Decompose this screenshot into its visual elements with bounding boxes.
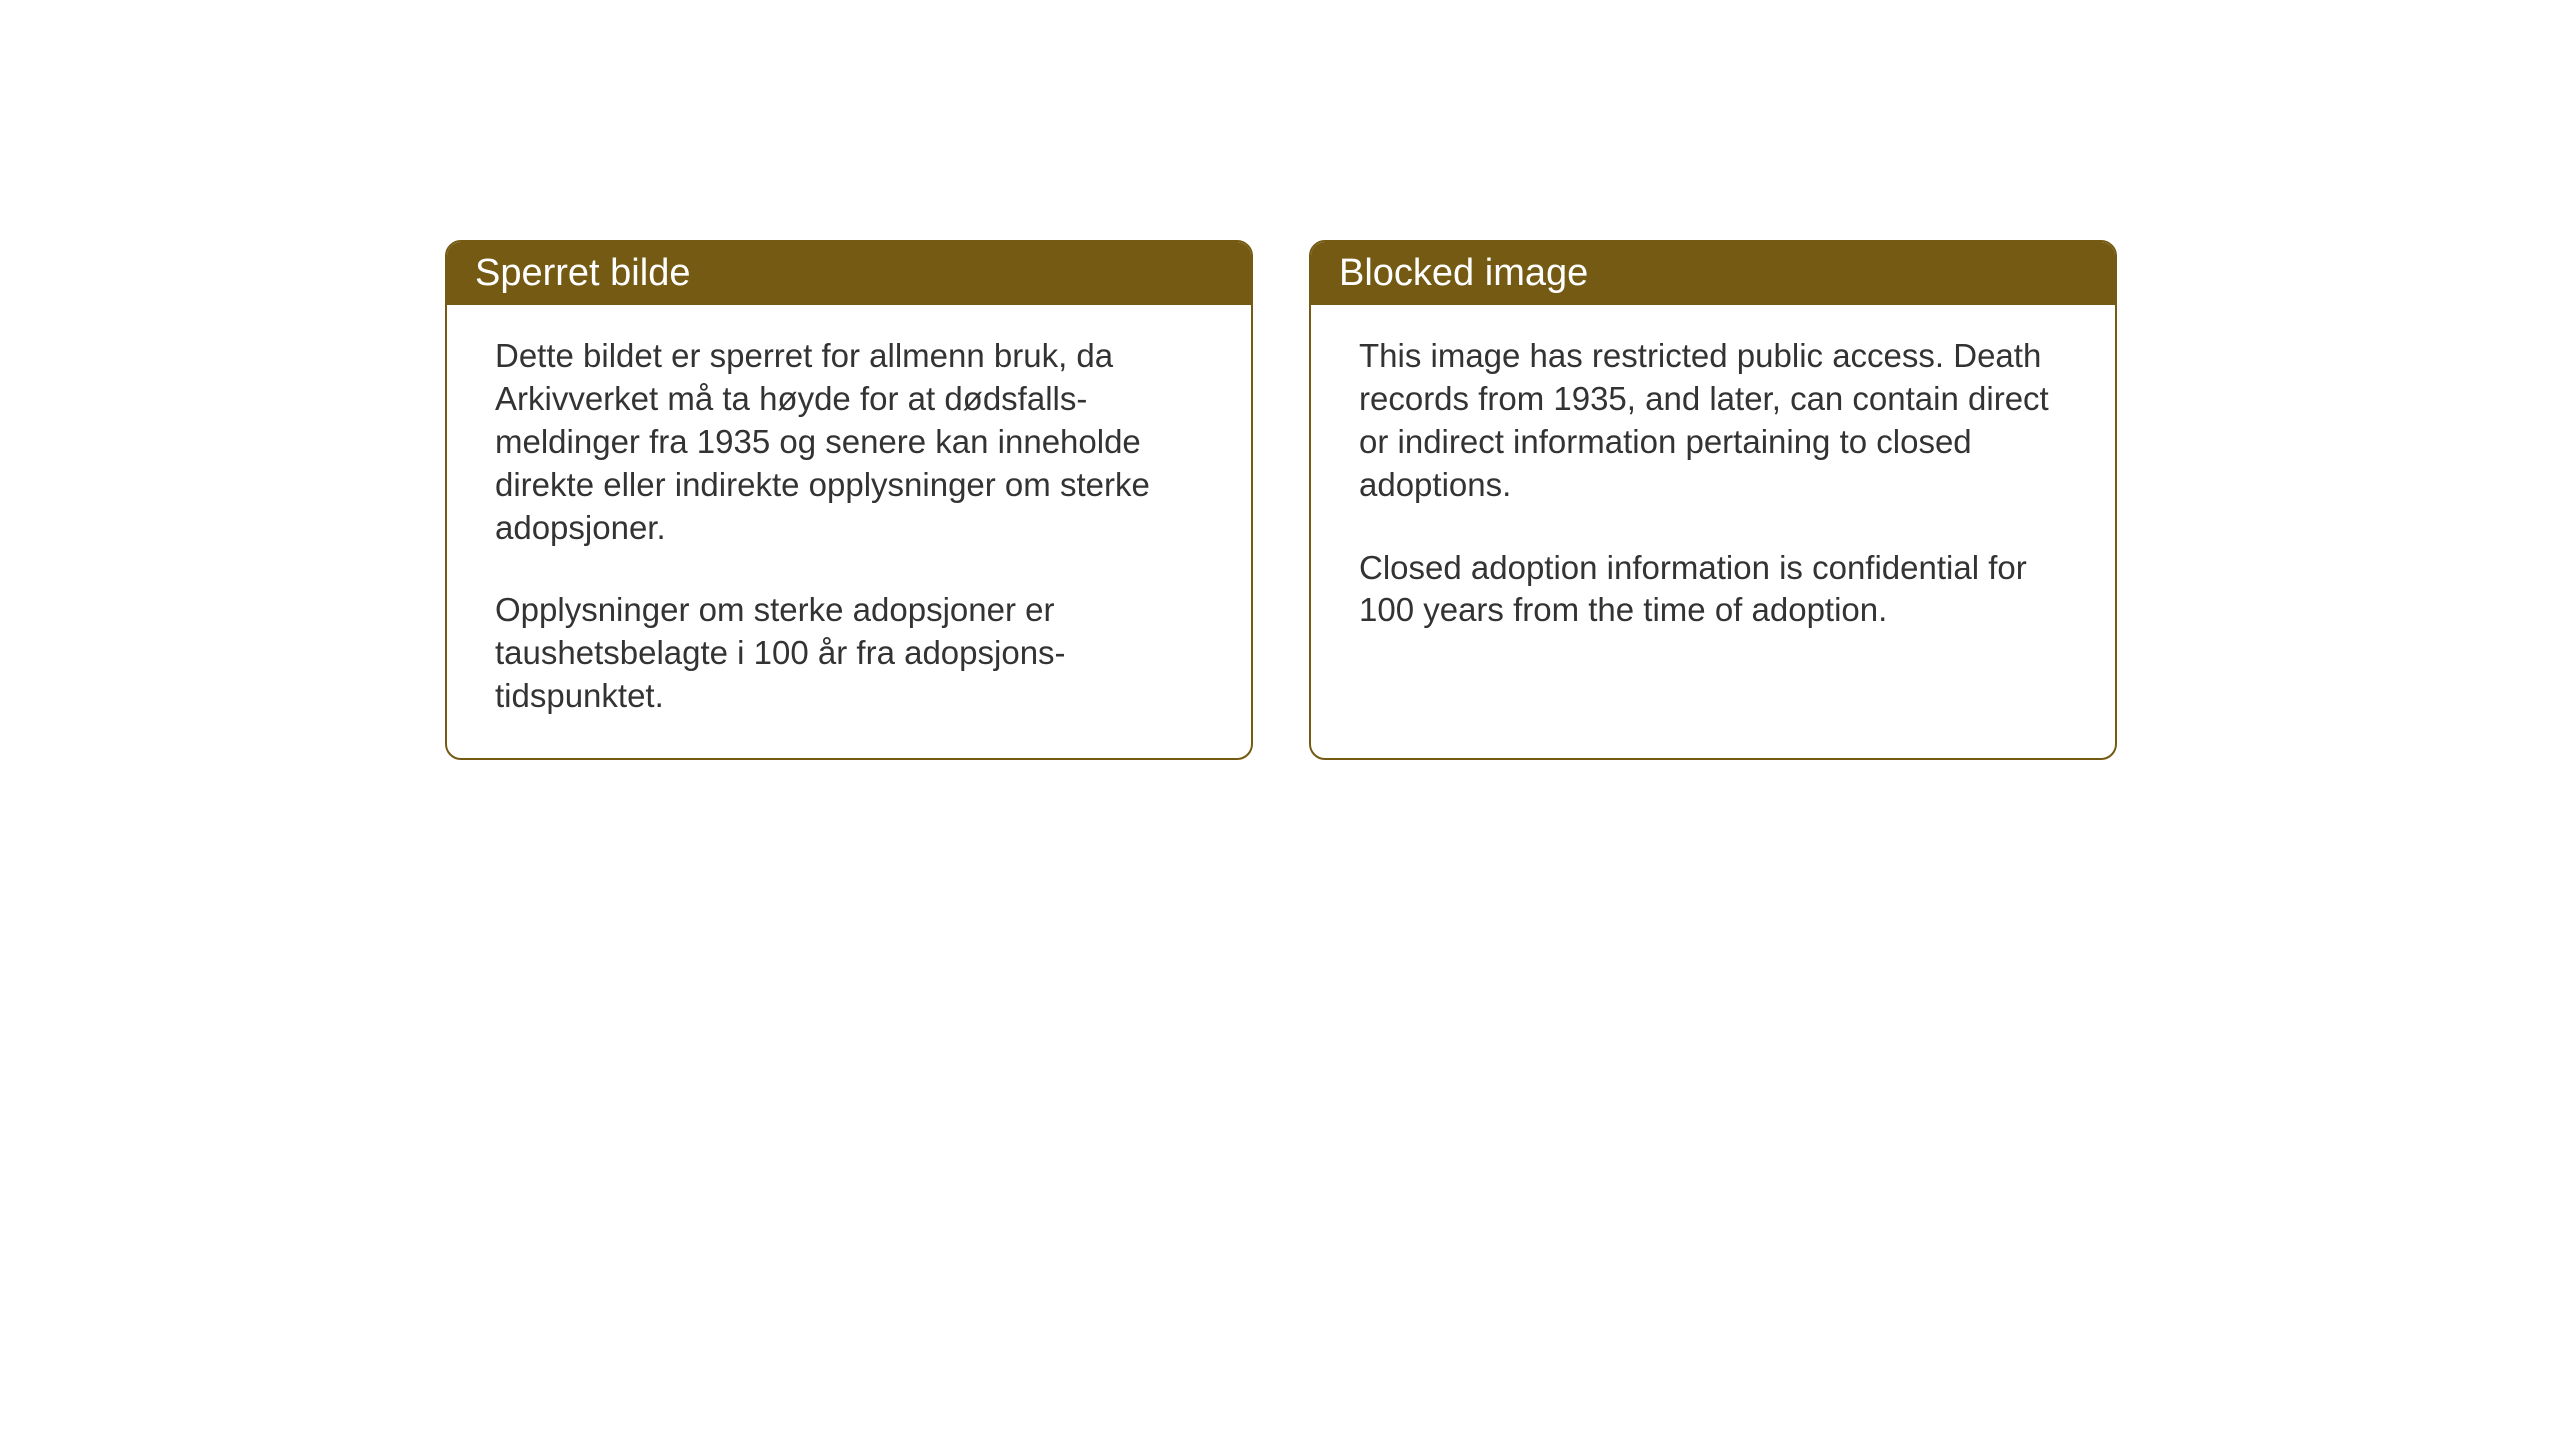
notice-header-english: Blocked image bbox=[1311, 242, 2115, 305]
notice-paragraph-1-english: This image has restricted public access.… bbox=[1359, 335, 2067, 507]
notice-paragraph-2-norwegian: Opplysninger om sterke adopsjoner er tau… bbox=[495, 589, 1203, 718]
notice-header-norwegian: Sperret bilde bbox=[447, 242, 1251, 305]
notice-box-english: Blocked image This image has restricted … bbox=[1309, 240, 2117, 760]
notice-box-norwegian: Sperret bilde Dette bildet er sperret fo… bbox=[445, 240, 1253, 760]
notice-container: Sperret bilde Dette bildet er sperret fo… bbox=[445, 240, 2117, 760]
notice-body-english: This image has restricted public access.… bbox=[1311, 305, 2115, 672]
notice-paragraph-2-english: Closed adoption information is confident… bbox=[1359, 547, 2067, 633]
notice-body-norwegian: Dette bildet er sperret for allmenn bruk… bbox=[447, 305, 1251, 758]
notice-paragraph-1-norwegian: Dette bildet er sperret for allmenn bruk… bbox=[495, 335, 1203, 549]
